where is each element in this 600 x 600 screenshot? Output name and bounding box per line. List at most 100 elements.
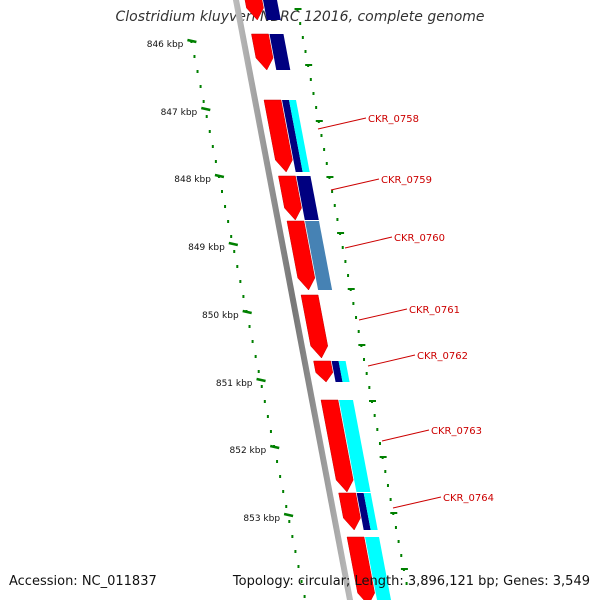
gene-feature	[251, 33, 291, 71]
feature-tracks	[244, 0, 392, 600]
ruler-tick-label: 850 kbp	[202, 311, 239, 321]
cds-arrow	[320, 399, 354, 493]
gene-label-ckr-0763[interactable]: CKR_0763	[381, 426, 482, 442]
cds-arrow	[338, 492, 361, 531]
track-dot	[376, 428, 379, 431]
cds-arrow	[263, 99, 293, 173]
gene-label-text[interactable]: CKR_0763	[431, 426, 482, 437]
track-dot	[384, 470, 387, 473]
gene-label-text[interactable]: CKR_0759	[381, 175, 432, 186]
track-dot	[363, 358, 366, 361]
gene-label-text[interactable]: CKR_0761	[409, 305, 460, 316]
gene-label-leader	[367, 354, 416, 367]
ruler-dotted-line	[190, 40, 306, 598]
ruler-tick	[187, 38, 197, 44]
gene-feature	[263, 99, 310, 173]
ruler-dot	[230, 235, 233, 238]
gene-label-text[interactable]: CKR_0762	[417, 351, 468, 362]
gene-feature	[244, 0, 281, 21]
ruler-dot	[297, 565, 300, 568]
cds-arrow	[278, 175, 302, 221]
cog-bar	[363, 493, 378, 530]
track-dot	[336, 218, 339, 221]
ruler-dot	[263, 400, 266, 403]
gene-label-ckr-0762[interactable]: CKR_0762	[367, 351, 468, 367]
ruler-dot	[269, 430, 272, 433]
cog-bar	[263, 0, 281, 20]
cog-bar	[356, 493, 371, 530]
ruler-dot	[224, 205, 227, 208]
track-dot	[309, 78, 312, 81]
ruler-dot	[303, 595, 306, 598]
gene-label-ckr-0761[interactable]: CKR_0761	[358, 305, 460, 321]
gene-label-ckr-0758[interactable]: CKR_0758	[317, 114, 419, 130]
ruler-dot	[202, 100, 205, 103]
track-dot	[304, 50, 307, 53]
cog-bar	[304, 221, 333, 290]
cds-arrow	[251, 33, 274, 71]
track-dot	[331, 190, 334, 193]
ruler-tick	[242, 309, 252, 315]
gene-label-leader	[381, 429, 430, 442]
ruler-dot	[257, 370, 260, 373]
gene-feature	[320, 399, 371, 493]
cog-bar	[331, 361, 343, 382]
ruler-dot	[233, 250, 236, 253]
track-dot	[405, 582, 408, 585]
ruler-dot	[300, 580, 303, 583]
ruler-tick-label: 846 kbp	[147, 40, 184, 50]
ruler-tick-label: 849 kbp	[188, 243, 225, 253]
feature-track-dotted-line	[294, 8, 408, 585]
gene-label-leader	[317, 117, 367, 130]
ruler-tick	[214, 173, 225, 179]
gene-label-ckr-0759[interactable]: CKR_0759	[330, 175, 432, 191]
ruler-dot	[193, 55, 196, 58]
ruler-dot	[285, 505, 288, 508]
track-dot	[386, 484, 389, 487]
track-dot	[301, 36, 304, 39]
track-dot	[368, 386, 371, 389]
ruler-dot	[294, 550, 297, 553]
genome-summary-label: Topology: circular; Length: 3,896,121 bp…	[232, 574, 590, 589]
cog-bar	[365, 537, 392, 600]
gene-label-ckr-0760[interactable]: CKR_0760	[344, 233, 445, 249]
cog-bar	[269, 34, 291, 70]
gene-label-text[interactable]: CKR_0764	[443, 493, 494, 504]
ruler-dot	[266, 415, 269, 418]
ruler-dot	[251, 340, 254, 343]
cog-bar	[339, 400, 371, 492]
gene-feature	[286, 220, 333, 291]
ruler-dot	[211, 145, 214, 148]
ruler-tick-label: 851 kbp	[216, 379, 253, 389]
gene-label-ckr-0764[interactable]: CKR_0764	[392, 493, 494, 509]
cog-bar	[338, 361, 350, 382]
track-dot	[341, 246, 344, 249]
ruler-dot	[214, 160, 217, 163]
cog-bar	[282, 100, 303, 172]
ruler: 846 kbp 847 kbp 848 kbp 849 kbp 850 kbp 851 k…	[147, 38, 294, 524]
track-dot	[344, 260, 347, 263]
track-dot	[325, 162, 328, 165]
ruler-dot	[239, 280, 242, 283]
ruler-tick	[256, 377, 266, 383]
ruler-dot	[199, 85, 202, 88]
accession-label: Accession: NC_011837	[9, 574, 157, 589]
gene-label-text[interactable]: CKR_0758	[368, 114, 419, 125]
gene-label-text[interactable]: CKR_0760	[394, 233, 445, 244]
track-dot	[357, 330, 360, 333]
ruler-dot	[279, 475, 282, 478]
cds-arrow	[313, 360, 334, 383]
ruler-tick	[201, 106, 211, 112]
genome-backbone	[232, 0, 354, 600]
ruler-dot	[236, 265, 239, 268]
ruler-dot	[291, 535, 294, 538]
ruler-dot	[196, 70, 199, 73]
track-dot	[394, 526, 397, 529]
gene-label-leader	[392, 496, 442, 509]
track-dot	[347, 274, 350, 277]
ruler-dot	[242, 295, 245, 298]
cog-bar	[296, 176, 319, 220]
ruler-dot	[288, 520, 291, 523]
map-title: Clostridium kluyveri NBRC 12016, complet…	[115, 9, 485, 25]
track-dot	[315, 106, 318, 109]
